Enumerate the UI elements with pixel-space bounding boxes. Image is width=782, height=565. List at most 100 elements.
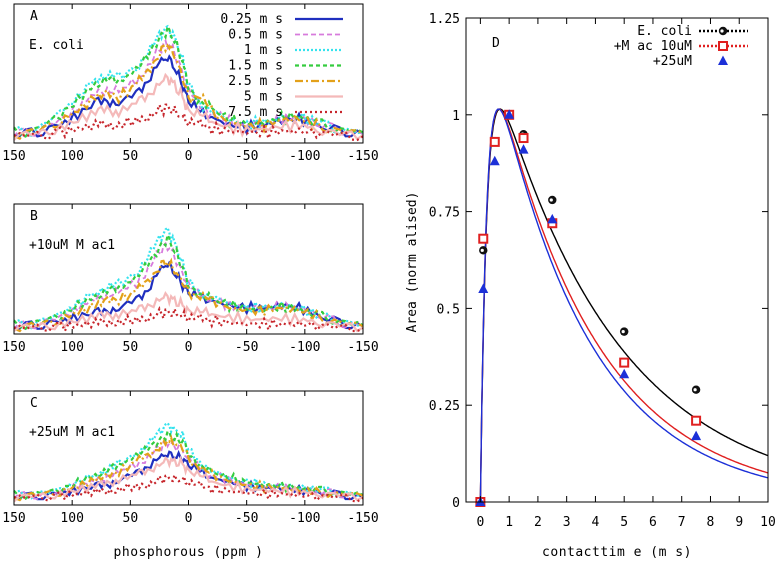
legend-label: 0.25 m s: [220, 12, 283, 27]
x-tick-label: 2: [534, 515, 542, 530]
panel-label: A: [30, 9, 38, 24]
legend-label: +25uM: [653, 54, 692, 69]
marker-mac10: [619, 357, 630, 368]
y-tick-label: 1.25: [429, 12, 460, 27]
x-tick-label: 50: [123, 149, 139, 164]
panel-label: D: [492, 36, 500, 51]
fit-curve-mac25: [479, 108, 769, 503]
series-line-05ms: [13, 438, 364, 500]
x-tick-label: 100: [60, 149, 83, 164]
x-tick-label: 3: [563, 515, 571, 530]
x-tick-label: 1: [505, 515, 513, 530]
x-tick-label: 100: [60, 340, 83, 355]
marker-ecoli-center: [480, 248, 484, 252]
marker-mac25: [691, 430, 702, 441]
x-tick-label: -100: [289, 149, 320, 164]
legend-label: E. coli: [637, 24, 692, 39]
legend-label: 1 m s: [244, 43, 283, 58]
marker-mac25: [504, 109, 515, 119]
marker-ecoli-center: [693, 388, 697, 392]
x-tick-label: 9: [735, 515, 743, 530]
marker-mac10: [691, 415, 702, 426]
x-tick-label: 8: [707, 515, 715, 530]
marker-mac25: [547, 213, 558, 224]
series-line-1ms: [13, 226, 364, 330]
x-tick-label: -50: [235, 340, 258, 355]
y-tick-label: 1: [452, 109, 460, 124]
legend-label: 7.5 m s: [228, 105, 283, 120]
x-tick-label: 50: [123, 511, 139, 526]
x-tick-label: -50: [235, 149, 258, 164]
x-tick-label: 150: [2, 340, 25, 355]
marker-mac25: [489, 155, 500, 166]
series-line-5ms: [13, 290, 364, 333]
x-tick-label: 0: [476, 515, 484, 530]
fit-curve-ecoli: [479, 108, 769, 503]
x-axis-label: phosphorous (ppm ): [114, 545, 264, 560]
panel-annotation: +25uM M ac1: [29, 425, 115, 440]
panel-label: B: [30, 209, 38, 224]
plot-frame: [465, 17, 769, 503]
x-axis-label: contacttim e (m s): [542, 545, 692, 560]
x-tick-label: 100: [60, 511, 83, 526]
fit-curve-mac10: [479, 108, 769, 503]
panel-annotation: E. coli: [29, 38, 84, 53]
series-line-05ms: [13, 38, 364, 138]
x-tick-label: 50: [123, 340, 139, 355]
legend-label: 5 m s: [244, 90, 283, 105]
marker-mac10: [718, 41, 728, 51]
y-tick-label: 0.25: [429, 399, 460, 414]
series-line-05ms: [13, 241, 364, 330]
marker-mac25: [718, 55, 728, 65]
series-line-5ms: [13, 72, 364, 141]
kinetics-panel-d: 0 1 2 3 4 5 6 7 8 9 10 0 0.25 0.5 0.75 1 1.25 Dcontacttim…: [405, 12, 776, 560]
x-tick-label: 5: [620, 515, 628, 530]
legend-label: +M ac 10uM: [614, 39, 692, 54]
marker-mac25: [478, 283, 489, 294]
series-line-25ms: [13, 40, 364, 140]
y-axis-label: Area (norm alised): [405, 192, 420, 333]
spectrum-panel-b: 150 100 50 0 -50 -100 -150 B +10uM M ac1: [2, 203, 379, 355]
x-tick-label: -150: [347, 149, 378, 164]
x-tick-label: -100: [289, 511, 320, 526]
series-line-75ms: [13, 471, 364, 503]
legend-label: 1.5 m s: [228, 59, 283, 74]
x-tick-label: -150: [347, 511, 378, 526]
x-tick-label: -150: [347, 340, 378, 355]
legend-label: 0.5 m s: [228, 28, 283, 43]
x-tick-label: -100: [289, 340, 320, 355]
marker-mac10: [478, 233, 489, 244]
series-line-25ms: [13, 257, 364, 333]
y-tick-label: 0: [452, 496, 460, 511]
x-tick-label: 7: [678, 515, 686, 530]
spectrum-panel-c: 150 100 50 0 -50 -100 -150 C +25uM M ac1 phosphor…: [2, 390, 379, 560]
x-tick-label: 150: [2, 511, 25, 526]
x-tick-label: -50: [235, 511, 258, 526]
series-line-75ms: [13, 305, 364, 334]
series-line-15ms: [13, 23, 364, 138]
x-tick-label: 4: [592, 515, 600, 530]
panel-annotation: +10uM M ac1: [29, 238, 115, 253]
marker-mac10: [518, 133, 529, 144]
spectrum-panel-a: 150 100 50 0 -50 -100 -150 A E. coli 0.25 m s0.5 …: [2, 3, 379, 164]
x-tick-label: 0: [185, 149, 193, 164]
series-line-75ms: [13, 101, 364, 142]
marker-ecoli-center: [621, 330, 625, 334]
series-line-5ms: [13, 455, 364, 503]
panel-label: C: [30, 396, 38, 411]
x-tick-label: 10: [760, 515, 776, 530]
x-tick-label: 6: [649, 515, 657, 530]
y-tick-label: 0.75: [429, 206, 460, 221]
marker-mac25: [518, 144, 529, 154]
x-tick-label: 0: [185, 511, 193, 526]
marker-mac10: [489, 136, 500, 147]
x-tick-label: 0: [185, 340, 193, 355]
marker-mac25: [619, 368, 630, 379]
marker-ecoli-center: [549, 198, 553, 202]
marker-ecoli-center: [720, 29, 724, 33]
legend-label: 2.5 m s: [228, 74, 283, 89]
x-tick-label: 150: [2, 149, 25, 164]
y-tick-label: 0.5: [437, 302, 460, 317]
series-line-15ms: [13, 429, 364, 500]
